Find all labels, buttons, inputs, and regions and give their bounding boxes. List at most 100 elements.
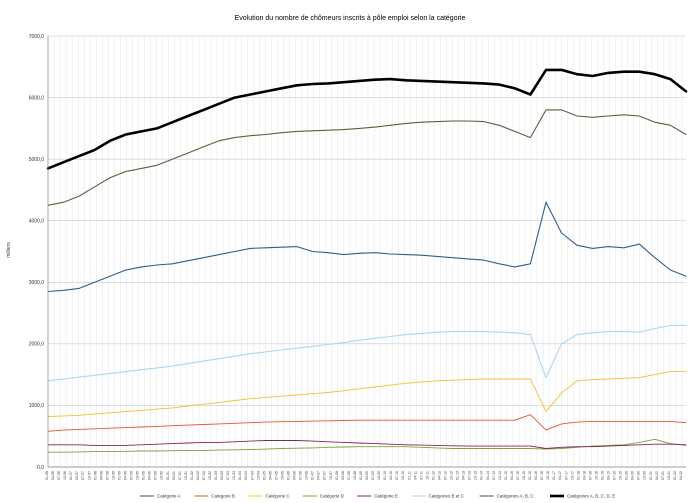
series-line: [47, 371, 687, 417]
x-tick-label: 10-00: [160, 471, 164, 480]
x-tick-label: 01-12: [431, 471, 435, 480]
series-line: [47, 109, 687, 206]
x-tick-label: 10-02: [208, 471, 212, 480]
x-tick-label: 10-05: [280, 471, 284, 480]
x-tick-label: 04-16: [534, 471, 538, 480]
x-tick-label: 10-15: [522, 471, 526, 480]
x-tick-label: 01-17: [552, 471, 556, 480]
x-tick-label: 07-07: [323, 471, 327, 480]
x-tick-label: 07-98: [105, 471, 109, 480]
x-tick-label: 04-96: [51, 471, 55, 480]
x-tick-label: 04-14: [486, 471, 490, 480]
x-tick-label: 07-19: [613, 471, 617, 480]
x-tick-label: 01-03: [214, 471, 218, 480]
x-tick-label: 04-21: [655, 471, 659, 480]
axes: [47, 36, 686, 468]
x-tick-label: 04-00: [148, 471, 152, 480]
x-tick-label: 04-17: [558, 471, 562, 480]
x-tick-label: 01-01: [166, 471, 170, 480]
x-axis-ticks: 01-96 04-96 07-96 10-96 01-97 04-97 07-97 10-97…: [45, 471, 683, 480]
x-tick-label: 01-08: [335, 471, 339, 480]
x-tick-label: 10-20: [643, 471, 647, 480]
x-tick-label: 01-07: [311, 471, 315, 480]
x-tick-label: 07-09: [371, 471, 375, 480]
x-tick-label: 07-05: [274, 471, 278, 480]
x-tick-label: 10-14: [498, 471, 502, 480]
x-tick-label: 07-18: [588, 471, 592, 480]
series-line: [47, 440, 687, 449]
grid: [47, 35, 686, 468]
x-tick-label: 01-99: [117, 471, 121, 480]
x-tick-label: 10-19: [619, 471, 623, 480]
x-tick-label: 01-11: [407, 471, 411, 480]
legend-label: Catégorie A: [157, 494, 181, 499]
x-tick-label: 01-09: [359, 471, 363, 480]
x-tick-label: 10-21: [667, 471, 671, 480]
x-tick-label: 04-03: [220, 471, 224, 480]
x-tick-label: 01-06: [287, 471, 291, 480]
legend-label: Catégorie D: [320, 494, 345, 499]
legend-label: Catégorie B: [211, 494, 235, 499]
x-tick-label: 07-06: [299, 471, 303, 480]
x-tick-label: 01-04: [238, 471, 242, 480]
x-tick-label: 04-22: [679, 471, 683, 480]
x-tick-label: 01-10: [383, 471, 387, 480]
x-tick-label: 04-05: [268, 471, 272, 480]
x-tick-label: 01-16: [528, 471, 532, 480]
y-tick-label: 3000,0: [29, 280, 45, 286]
x-tick-label: 07-99: [130, 471, 134, 480]
x-tick-label: 10-96: [63, 471, 67, 480]
x-tick-label: 10-18: [594, 471, 598, 480]
x-tick-label: 04-98: [99, 471, 103, 480]
x-tick-label: 07-15: [516, 471, 520, 480]
x-tick-label: 01-02: [190, 471, 194, 480]
x-tick-label: 04-13: [462, 471, 466, 480]
x-tick-label: 10-06: [305, 471, 309, 480]
legend-label: Catégorie E: [374, 494, 398, 499]
x-tick-label: 04-06: [293, 471, 297, 480]
x-tick-label: 01-18: [576, 471, 580, 480]
y-tick-label: 6000,0: [29, 95, 45, 101]
y-tick-label: 5000,0: [29, 157, 45, 163]
x-tick-label: 04-12: [437, 471, 441, 480]
series-lines: [46, 68, 688, 453]
x-tick-label: 07-13: [468, 471, 472, 480]
y-axis-ticks: 0,0 1000,0 2000,0 3000,0 4000,0 5000,0 6000,0 7…: [29, 34, 45, 471]
x-tick-label: 01-14: [480, 471, 484, 480]
x-tick-label: 07-08: [347, 471, 351, 480]
x-tick-label: 04-10: [389, 471, 393, 480]
x-tick-label: 01-22: [673, 471, 677, 480]
series-line: [47, 324, 687, 382]
x-tick-label: 07-21: [661, 471, 665, 480]
legend-label: Catégories A, B, C: [497, 494, 535, 499]
x-tick-label: 07-03: [226, 471, 230, 480]
chart-title: Evolution du nombre de chômeurs inscrits…: [235, 15, 466, 22]
x-tick-label: 07-10: [395, 471, 399, 480]
x-tick-label: 10-17: [570, 471, 574, 480]
x-tick-label: 04-01: [172, 471, 176, 480]
x-tick-label: 01-05: [262, 471, 266, 480]
x-tick-label: 01-15: [504, 471, 508, 480]
x-tick-label: 10-08: [353, 471, 357, 480]
x-tick-label: 10-10: [401, 471, 405, 480]
x-tick-label: 10-04: [256, 471, 260, 480]
y-tick-label: 2000,0: [29, 342, 45, 348]
x-tick-label: 04-99: [123, 471, 127, 480]
x-tick-label: 04-97: [75, 471, 79, 480]
x-tick-label: 01-20: [625, 471, 629, 480]
legend-label: Catégories B et C: [429, 494, 465, 499]
x-tick-label: 07-16: [540, 471, 544, 480]
x-tick-label: 04-08: [341, 471, 345, 480]
series-line: [47, 201, 687, 293]
x-tick-label: 07-97: [81, 471, 85, 480]
y-tick-label: 7000,0: [29, 34, 45, 40]
x-tick-label: 10-13: [474, 471, 478, 480]
x-tick-label: 10-12: [450, 471, 454, 480]
x-tick-label: 07-04: [250, 471, 254, 480]
x-tick-label: 07-96: [57, 471, 61, 480]
x-tick-label: 04-11: [413, 471, 417, 480]
legend-label: Catégorie C: [266, 494, 291, 499]
y-tick-label: 4000,0: [29, 219, 45, 225]
x-tick-label: 07-17: [564, 471, 568, 480]
x-tick-label: 07-14: [492, 471, 496, 480]
